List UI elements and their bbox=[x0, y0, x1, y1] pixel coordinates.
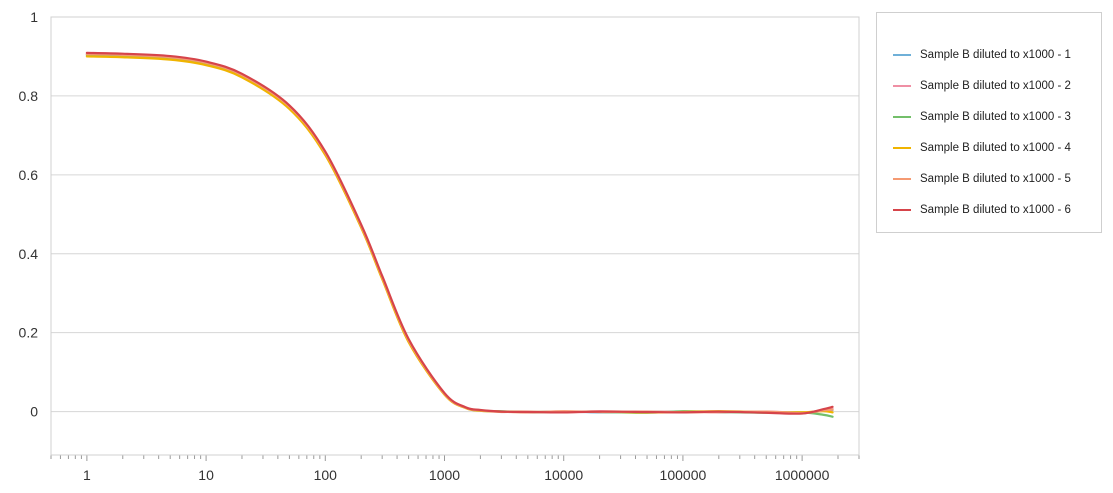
series-line-5 bbox=[85, 52, 834, 415]
series-lines bbox=[85, 51, 834, 418]
y-tick-label: 0 bbox=[30, 404, 38, 420]
legend-item: Sample B diluted to x1000 - 3 bbox=[893, 101, 1101, 132]
legend-swatch bbox=[893, 146, 911, 149]
x-axis: 1 10 100 1000 10000 100000 1000000 bbox=[50, 454, 860, 483]
legend-label: Sample B diluted to x1000 - 4 bbox=[920, 141, 1071, 154]
legend-item: Sample B diluted to x1000 - 5 bbox=[893, 163, 1101, 194]
y-tick-label: 0.6 bbox=[19, 167, 39, 183]
legend-swatch bbox=[893, 208, 911, 211]
legend: Sample B diluted to x1000 - 1 Sample B di… bbox=[876, 12, 1102, 233]
x-tick-label: 10000 bbox=[544, 467, 583, 483]
x-tick-label: 1 bbox=[83, 467, 91, 483]
x-tick-label: 100 bbox=[314, 467, 338, 483]
legend-item: Sample B diluted to x1000 - 2 bbox=[893, 70, 1101, 101]
legend-label: Sample B diluted to x1000 - 3 bbox=[920, 110, 1071, 123]
x-tick-label: 1000 bbox=[429, 467, 460, 483]
y-tick-label: 0.2 bbox=[19, 325, 39, 341]
legend-swatch bbox=[893, 84, 911, 87]
legend-label: Sample B diluted to x1000 - 2 bbox=[920, 79, 1071, 92]
gridlines bbox=[51, 16, 859, 413]
legend-label: Sample B diluted to x1000 - 5 bbox=[920, 172, 1071, 185]
y-axis: 1 0.8 0.6 0.4 0.2 0 bbox=[19, 9, 39, 420]
series-line-3 bbox=[85, 54, 834, 418]
legend-list: Sample B diluted to x1000 - 1 Sample B di… bbox=[877, 13, 1101, 225]
x-tick-label: 100000 bbox=[660, 467, 707, 483]
series-line-4 bbox=[85, 55, 834, 414]
legend-swatch bbox=[893, 115, 911, 118]
y-tick-label: 1 bbox=[30, 9, 38, 25]
legend-swatch bbox=[893, 177, 911, 180]
series-line-6 bbox=[85, 51, 834, 415]
legend-item: Sample B diluted to x1000 - 6 bbox=[893, 194, 1101, 225]
plot-frame bbox=[50, 16, 860, 456]
legend-item: Sample B diluted to x1000 - 4 bbox=[893, 132, 1101, 163]
y-tick-label: 0.8 bbox=[19, 88, 39, 104]
legend-label: Sample B diluted to x1000 - 1 bbox=[920, 48, 1071, 61]
series-line-1 bbox=[85, 53, 834, 415]
legend-label: Sample B diluted to x1000 - 6 bbox=[920, 203, 1071, 216]
x-tick-label: 10 bbox=[198, 467, 214, 483]
series-line-2 bbox=[85, 52, 834, 414]
x-tick-label: 1000000 bbox=[775, 467, 830, 483]
y-tick-label: 0.4 bbox=[19, 246, 39, 262]
legend-item: Sample B diluted to x1000 - 1 bbox=[893, 39, 1101, 70]
legend-swatch bbox=[893, 53, 911, 56]
